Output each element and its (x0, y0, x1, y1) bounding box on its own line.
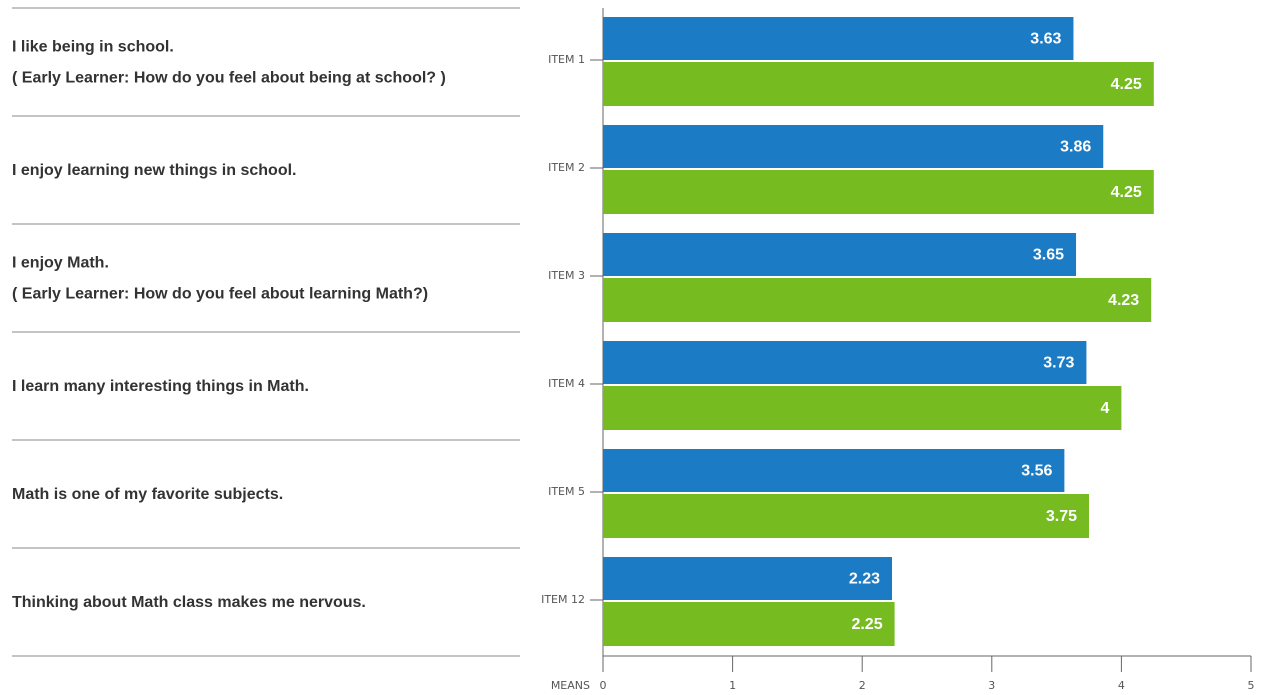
statement: I learn many interesting things in Math. (12, 378, 309, 395)
bar (603, 125, 1104, 168)
bar (603, 17, 1074, 60)
x-tick-label: 1 (729, 679, 736, 692)
y-tick-label: ITEM 3 (548, 269, 585, 282)
statement: I enjoy learning new things in school. (12, 162, 296, 179)
value-label: 2.25 (851, 616, 882, 633)
statement: ( Early Learner: How do you feel about l… (12, 286, 428, 303)
x-tick-label: 0 (600, 679, 607, 692)
bar (603, 62, 1154, 106)
bar (603, 557, 893, 600)
value-label: 3.56 (1021, 463, 1052, 480)
y-tick-label: ITEM 4 (548, 377, 585, 390)
x-axis-label: MEANS (551, 679, 590, 692)
y-tick-label: ITEM 2 (548, 161, 585, 174)
value-label: 3.86 (1060, 139, 1091, 156)
value-label: 4.23 (1108, 292, 1139, 309)
value-label: 4 (1100, 400, 1109, 417)
bar (603, 386, 1122, 430)
x-tick-label: 4 (1118, 679, 1125, 692)
value-label: 3.65 (1033, 247, 1064, 264)
bar (603, 602, 895, 646)
value-label: 2.23 (849, 571, 880, 588)
y-tick-label: ITEM 12 (541, 593, 585, 606)
bar (603, 449, 1065, 492)
statement: I like being in school. (12, 39, 174, 56)
bar (603, 341, 1087, 384)
bar (603, 494, 1089, 538)
statement: I enjoy Math. (12, 255, 109, 272)
statement: Thinking about Math class makes me nervo… (12, 594, 366, 611)
statement: ( Early Learner: How do you feel about b… (12, 70, 446, 87)
statement: Math is one of my favorite subjects. (12, 486, 283, 503)
value-label: 4.25 (1111, 76, 1142, 93)
bar (603, 278, 1152, 322)
value-label: 3.73 (1043, 355, 1074, 372)
value-label: 3.63 (1030, 31, 1061, 48)
x-tick-label: 3 (988, 679, 995, 692)
x-tick-label: 2 (859, 679, 866, 692)
y-tick-label: ITEM 5 (548, 485, 585, 498)
bar (603, 233, 1077, 276)
x-tick-label: 5 (1248, 679, 1255, 692)
value-label: 4.25 (1111, 184, 1142, 201)
value-label: 3.75 (1046, 508, 1077, 525)
bar (603, 170, 1154, 214)
y-tick-label: ITEM 1 (548, 53, 585, 66)
